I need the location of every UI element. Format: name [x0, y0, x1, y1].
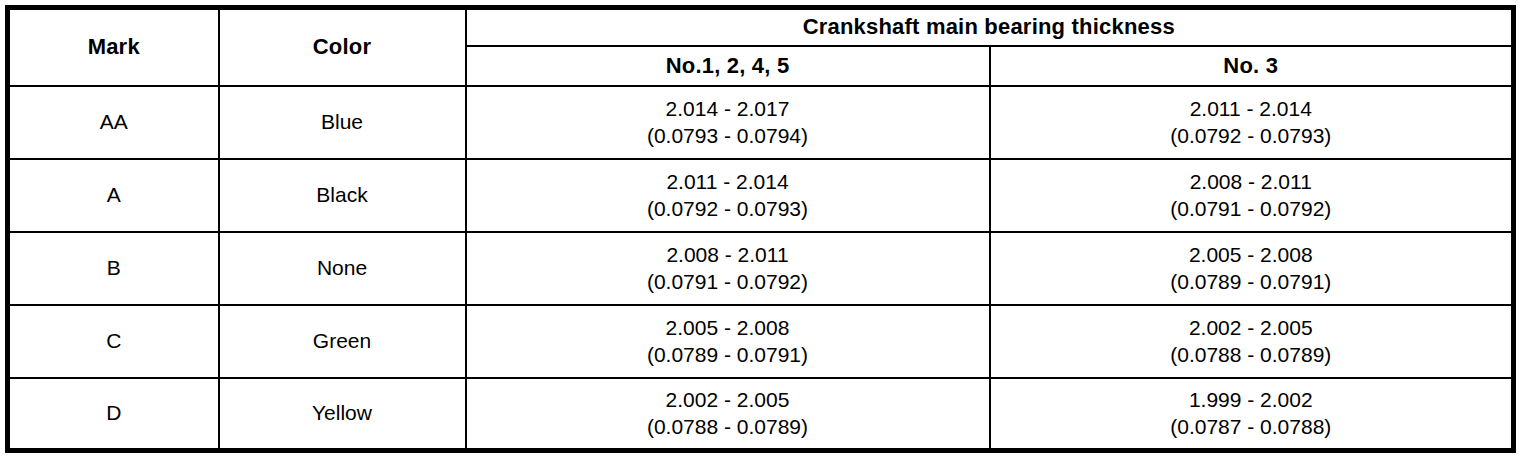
cell-mark: C	[8, 305, 219, 378]
cell-thickness-no1245: 2.014 - 2.017 (0.0793 - 0.0794)	[466, 86, 990, 159]
thickness-inch-value: (0.0793 - 0.0794)	[467, 122, 989, 149]
bearing-thickness-table: Mark Color Crankshaft main bearing thick…	[5, 5, 1516, 453]
cell-thickness-no3: 2.002 - 2.005 (0.0788 - 0.0789)	[990, 305, 1514, 378]
table-row: AA Blue 2.014 - 2.017 (0.0793 - 0.0794) …	[8, 86, 1514, 159]
thickness-mm-value: 2.008 - 2.011	[991, 168, 1512, 195]
table-row: D Yellow 2.002 - 2.005 (0.0788 - 0.0789)…	[8, 378, 1514, 451]
document-page: Mark Color Crankshaft main bearing thick…	[0, 5, 1520, 460]
header-no1245: No.1, 2, 4, 5	[466, 46, 990, 86]
cell-color: None	[219, 232, 466, 305]
cell-thickness-no1245: 2.005 - 2.008 (0.0789 - 0.0791)	[466, 305, 990, 378]
cell-thickness-no1245: 2.002 - 2.005 (0.0788 - 0.0789)	[466, 378, 990, 451]
cell-mark: A	[8, 159, 219, 232]
thickness-mm-value: 2.005 - 2.008	[991, 241, 1512, 268]
thickness-mm-value: 2.002 - 2.005	[467, 386, 989, 413]
cell-thickness-no3: 2.005 - 2.008 (0.0789 - 0.0791)	[990, 232, 1514, 305]
thickness-inch-value: (0.0792 - 0.0793)	[991, 122, 1512, 149]
cell-thickness-no3: 2.008 - 2.011 (0.0791 - 0.0792)	[990, 159, 1514, 232]
cell-mark: B	[8, 232, 219, 305]
thickness-inch-value: (0.0791 - 0.0792)	[991, 195, 1512, 222]
thickness-inch-value: (0.0788 - 0.0789)	[991, 341, 1512, 368]
thickness-inch-value: (0.0789 - 0.0791)	[467, 341, 989, 368]
cell-color: Yellow	[219, 378, 466, 451]
cell-color: Blue	[219, 86, 466, 159]
header-color: Color	[219, 8, 466, 86]
cell-thickness-no3: 2.011 - 2.014 (0.0792 - 0.0793)	[990, 86, 1514, 159]
header-row-group: Mark Color Crankshaft main bearing thick…	[8, 8, 1514, 46]
cell-thickness-no1245: 2.008 - 2.011 (0.0791 - 0.0792)	[466, 232, 990, 305]
thickness-mm-value: 1.999 - 2.002	[991, 386, 1512, 413]
thickness-mm-value: 2.005 - 2.008	[467, 314, 989, 341]
thickness-inch-value: (0.0791 - 0.0792)	[467, 268, 989, 295]
cell-thickness-no3: 1.999 - 2.002 (0.0787 - 0.0788)	[990, 378, 1514, 451]
cell-mark: D	[8, 378, 219, 451]
thickness-mm-value: 2.002 - 2.005	[991, 314, 1512, 341]
cell-thickness-no1245: 2.011 - 2.014 (0.0792 - 0.0793)	[466, 159, 990, 232]
thickness-mm-value: 2.014 - 2.017	[467, 95, 989, 122]
cell-color: Black	[219, 159, 466, 232]
thickness-inch-value: (0.0789 - 0.0791)	[991, 268, 1512, 295]
header-no3: No. 3	[990, 46, 1514, 86]
header-mark: Mark	[8, 8, 219, 86]
cell-color: Green	[219, 305, 466, 378]
table-row: A Black 2.011 - 2.014 (0.0792 - 0.0793) …	[8, 159, 1514, 232]
cell-mark: AA	[8, 86, 219, 159]
thickness-inch-value: (0.0792 - 0.0793)	[467, 195, 989, 222]
table-row: B None 2.008 - 2.011 (0.0791 - 0.0792) 2…	[8, 232, 1514, 305]
thickness-mm-value: 2.011 - 2.014	[467, 168, 989, 195]
thickness-mm-value: 2.011 - 2.014	[991, 95, 1512, 122]
table-row: C Green 2.005 - 2.008 (0.0789 - 0.0791) …	[8, 305, 1514, 378]
thickness-inch-value: (0.0787 - 0.0788)	[991, 413, 1512, 440]
thickness-mm-value: 2.008 - 2.011	[467, 241, 989, 268]
thickness-inch-value: (0.0788 - 0.0789)	[467, 413, 989, 440]
header-thickness-group: Crankshaft main bearing thickness	[466, 8, 1514, 46]
